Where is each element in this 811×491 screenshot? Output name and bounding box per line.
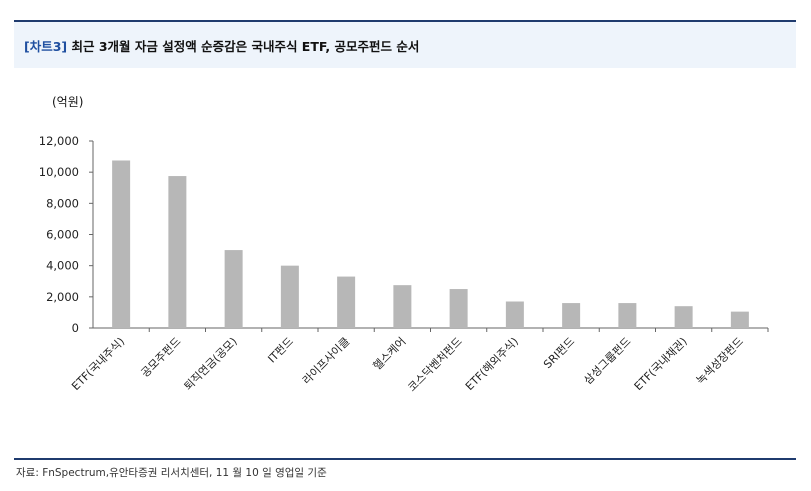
bar [280,265,299,328]
bar [112,160,131,328]
x-tick-label: ETF(국내채권) [632,335,690,393]
bar [562,303,581,328]
bar [224,250,243,328]
y-tick-label: 2,000 [46,290,79,304]
chart-title-text: 최근 3개월 자금 설정액 순증감은 국내주식 ETF, 공모주펀드 순서 [71,39,420,54]
unit-label: (억원) [52,95,84,109]
source-note: 자료: FnSpectrum,유안타증권 리서치센터, 11 월 10 일 영업… [16,467,327,479]
y-tick-label: 4,000 [46,259,79,273]
bar [168,176,187,328]
x-tick-label: 헬스케어 [371,335,409,373]
bar-chart: 0 2,000 4,000 6,000 8,000 10,000 12,000 ETF(국내… [39,134,769,394]
bar [674,306,693,328]
bottom-rule [14,458,796,460]
bar [730,311,749,328]
x-tick-label: ETF(국내주식) [69,335,127,393]
y-tick-label: 0 [72,321,79,335]
y-tick-label: 10,000 [39,165,79,179]
x-tick-label: SRI펀드 [541,335,577,371]
x-tick-label: 퇴직연금(공모) [182,335,240,393]
x-tick-label: 공모주펀드 [139,335,184,380]
top-rule [14,20,796,22]
y-tick-label: 6,000 [46,228,79,242]
x-tick-label: 녹색성장펀드 [694,335,746,387]
title-band [14,22,796,68]
y-tick-label: 8,000 [46,196,79,210]
x-tick-label: ETF(해외주식) [462,334,521,393]
bar [393,285,412,328]
bar [449,289,468,328]
chart-title: [차트3] 최근 3개월 자금 설정액 순증감은 국내주식 ETF, 공모주펀드… [24,36,419,55]
x-tick-label: 코스닥벤처펀드 [405,335,464,394]
bar-layer [112,160,749,328]
bar [337,276,356,328]
bar [618,303,637,328]
bar [505,301,524,328]
axis-layer: 0 2,000 4,000 6,000 8,000 10,000 12,000 [39,134,769,335]
x-tick-label: 라이프사이클 [300,335,352,387]
x-tick-label: IT펀드 [265,335,296,366]
x-tick-label: 삼성그룹펀드 [581,335,633,387]
chart-tag: [차트3] [24,39,68,54]
y-tick-label: 12,000 [39,134,79,148]
